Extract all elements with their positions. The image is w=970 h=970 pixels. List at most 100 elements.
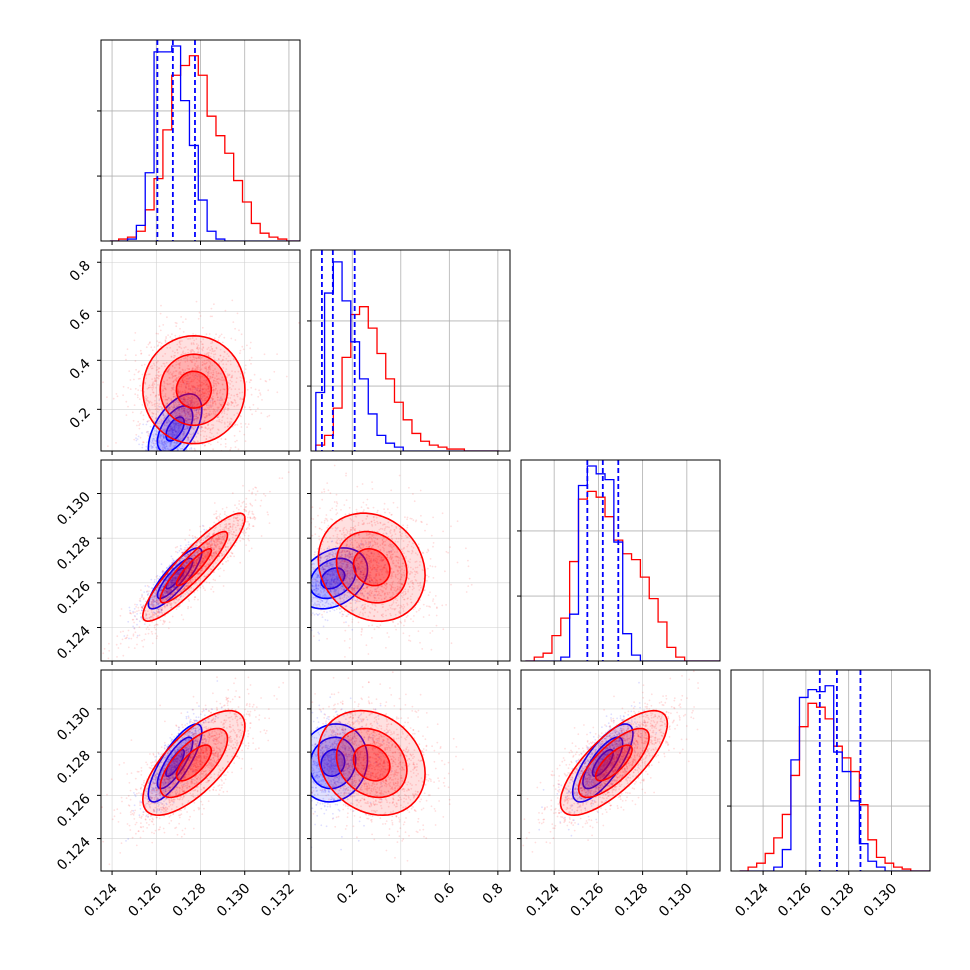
scatter-point <box>187 605 190 608</box>
scatter-point <box>222 379 225 382</box>
scatter-point <box>210 405 213 407</box>
scatter-point <box>356 587 359 589</box>
scatter-point <box>190 456 192 458</box>
scatter-point <box>177 573 180 575</box>
scatter-point <box>186 546 189 549</box>
scatter-point <box>213 554 216 557</box>
scatter-point <box>210 540 213 543</box>
scatter-point <box>139 423 141 425</box>
scatter-point <box>145 463 147 465</box>
scatter-point <box>167 596 170 599</box>
scatter-point <box>239 527 242 530</box>
scatter-point <box>217 428 219 431</box>
scatter-point <box>186 409 189 412</box>
scatter-point <box>134 615 137 618</box>
scatter-point <box>225 357 228 360</box>
scatter-point <box>369 580 371 582</box>
scatter-point <box>197 550 200 552</box>
scatter-point <box>221 563 224 566</box>
scatter-point <box>234 401 237 404</box>
scatter-point <box>166 604 169 606</box>
scatter-point <box>140 389 143 392</box>
scatter-point <box>150 603 153 605</box>
scatter-point <box>179 346 181 348</box>
scatter-point <box>236 516 239 519</box>
scatter-point <box>184 407 187 409</box>
scatter-point <box>157 367 160 369</box>
scatter-point <box>195 411 198 414</box>
scatter-point <box>170 443 172 446</box>
scatter-point <box>187 553 189 555</box>
scatter-point <box>151 439 154 442</box>
scatter-point <box>168 383 171 385</box>
scatter-point <box>193 562 196 565</box>
scatter-point <box>151 452 153 454</box>
scatter-point <box>205 554 207 556</box>
scatter-point <box>307 585 309 587</box>
scatter-point <box>187 400 189 403</box>
scatter-point <box>178 410 181 413</box>
scatter-point <box>224 370 227 373</box>
scatter-point <box>202 347 205 349</box>
scatter-point <box>227 529 230 532</box>
scatter-point <box>190 448 193 450</box>
scatter-point <box>169 589 172 591</box>
scatter-point <box>132 612 135 614</box>
scatter-point <box>199 434 202 436</box>
scatter-point <box>199 387 201 390</box>
scatter-point <box>190 433 193 436</box>
scatter-point <box>205 353 208 356</box>
scatter-point <box>241 391 244 394</box>
scatter-point <box>173 591 176 593</box>
scatter-point <box>233 424 236 427</box>
scatter-point <box>208 533 211 536</box>
scatter-point <box>153 377 156 380</box>
scatter-point <box>184 391 187 394</box>
scatter-point <box>170 584 173 586</box>
scatter-point <box>245 497 248 500</box>
scatter-point <box>132 610 135 613</box>
scatter-point <box>153 453 155 455</box>
scatter-point <box>163 591 166 593</box>
scatter-point <box>191 405 194 408</box>
scatter-point <box>174 602 177 605</box>
scatter-point <box>197 348 200 351</box>
scatter-point <box>165 591 168 593</box>
scatter-point <box>179 372 182 374</box>
scatter-point <box>204 416 206 419</box>
scatter-point <box>198 541 201 544</box>
scatter-point <box>196 550 199 553</box>
scatter-point <box>203 544 205 546</box>
scatter-point <box>197 344 200 347</box>
scatter-point <box>191 388 194 391</box>
scatter-point <box>184 346 187 348</box>
scatter-point <box>176 410 179 412</box>
scatter-point <box>173 395 176 398</box>
scatter-point <box>236 424 239 426</box>
scatter-point <box>161 409 164 411</box>
scatter-point <box>159 435 161 438</box>
scatter-point <box>161 607 164 609</box>
scatter-point <box>221 563 224 565</box>
scatter-point <box>126 636 128 639</box>
scatter-point <box>196 400 198 403</box>
scatter-point <box>217 519 220 521</box>
scatter-point <box>204 589 207 592</box>
scatter-point <box>185 401 188 404</box>
scatter-point <box>188 574 191 576</box>
scatter-point <box>194 545 197 548</box>
scatter-point <box>136 613 139 615</box>
scatter-point <box>152 437 155 440</box>
scatter-point <box>168 621 171 624</box>
scatter-point <box>150 602 153 605</box>
scatter-point <box>220 540 223 543</box>
scatter-point <box>172 433 174 436</box>
scatter-point <box>145 615 147 617</box>
scatter-point <box>165 590 168 593</box>
scatter-point <box>177 431 180 433</box>
scatter-point <box>207 393 210 396</box>
scatter-point <box>195 562 198 565</box>
scatter-point <box>207 374 209 376</box>
scatter-point <box>307 594 309 596</box>
scatter-point <box>201 348 204 350</box>
